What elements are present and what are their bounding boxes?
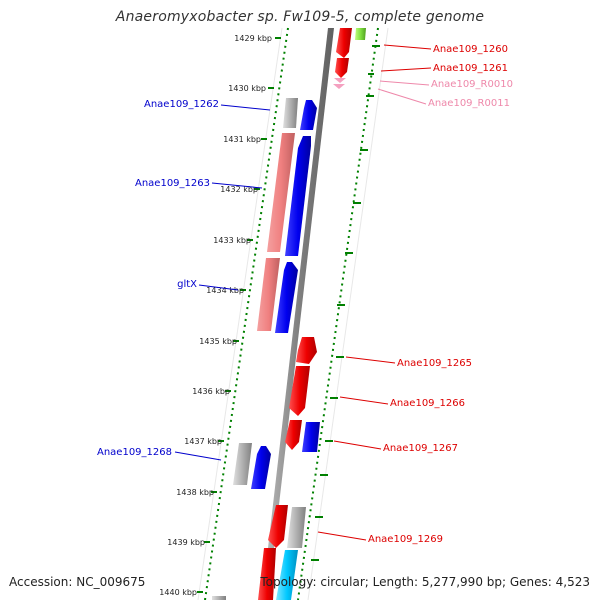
- gene-bottom-red[interactable]: [258, 548, 276, 600]
- tick-label: 1438 kbp: [176, 488, 214, 497]
- leader-lines-right: [317, 44, 432, 541]
- gene-bottom-gray[interactable]: [212, 596, 226, 600]
- ruler-ticks: [197, 37, 281, 593]
- genome-title: Anaeromyxobacter sp. Fw109-5, complete g…: [115, 9, 485, 25]
- tick-label: 1432 kbp: [220, 185, 258, 194]
- label-anae109-r0010[interactable]: Anae109_R0010: [431, 79, 513, 90]
- lane-edge-left: [197, 27, 283, 600]
- tick-label: 1431 kbp: [223, 135, 261, 144]
- gene-anae109-1266[interactable]: [289, 366, 310, 416]
- outer-ticks: [311, 45, 380, 561]
- labels-left: Anae109_1262 Anae109_1263 gltX Anae109_1…: [97, 99, 219, 458]
- gene-anae109-1268[interactable]: [251, 446, 271, 489]
- label-anae109-1262[interactable]: Anae109_1262: [144, 99, 219, 110]
- gene-anae109-1267-partner[interactable]: [302, 422, 320, 452]
- labels-right: Anae109_1260 Anae109_1261 Anae109_R0010 …: [368, 44, 513, 545]
- accession-text: Accession: NC_009675: [9, 575, 146, 589]
- gene-anae109-1267[interactable]: [285, 420, 302, 450]
- tick-label: 1429 kbp: [234, 34, 272, 43]
- gene-anae109-1263[interactable]: [285, 136, 311, 256]
- gene-anae109-1260[interactable]: [336, 28, 352, 58]
- ruler-labels: 1429 kbp 1430 kbp 1431 kbp 1432 kbp 1433…: [159, 34, 272, 597]
- label-anae109-1261[interactable]: Anae109_1261: [433, 63, 508, 74]
- tick-label: 1436 kbp: [192, 387, 230, 396]
- gene-bottom-cyan[interactable]: [276, 550, 298, 600]
- gene-anae109-1263-pseudo[interactable]: [267, 133, 295, 252]
- leader-lines-rna: [377, 80, 430, 105]
- label-anae109-1266[interactable]: Anae109_1266: [390, 398, 465, 409]
- gene-anae109-1269-partner[interactable]: [287, 507, 306, 548]
- label-anae109-1265[interactable]: Anae109_1265: [397, 358, 472, 369]
- label-anae109-1260[interactable]: Anae109_1260: [433, 44, 508, 55]
- gene-anae109-1261[interactable]: [335, 58, 349, 78]
- outer-track-boundary: [297, 27, 379, 600]
- tick-label: 1439 kbp: [167, 538, 205, 547]
- rna-anae109-r0011[interactable]: [333, 84, 345, 89]
- gene-top-green[interactable]: [355, 28, 366, 40]
- tick-label: 1430 kbp: [228, 84, 266, 93]
- genome-summary-text: Topology: circular; Length: 5,277,990 bp…: [260, 575, 590, 589]
- gene-anae109-1262-partner[interactable]: [283, 98, 298, 128]
- inner-track-boundary: [204, 27, 289, 600]
- tick-label: 1435 kbp: [199, 337, 237, 346]
- leader-lines-left: [174, 104, 271, 461]
- label-gltx[interactable]: gltX: [177, 279, 197, 290]
- gene-anae109-1262[interactable]: [300, 100, 317, 130]
- label-anae109-1263[interactable]: Anae109_1263: [135, 178, 210, 189]
- gene-anae109-1269[interactable]: [268, 505, 288, 548]
- label-anae109-1267[interactable]: Anae109_1267: [383, 443, 458, 454]
- tick-label: 1434 kbp: [206, 286, 244, 295]
- label-anae109-1268[interactable]: Anae109_1268: [97, 447, 172, 458]
- genome-backbone: [262, 28, 334, 600]
- tick-label: 1440 kbp: [159, 588, 197, 597]
- gene-gltx[interactable]: [275, 262, 298, 333]
- lane-edge-right: [307, 27, 389, 600]
- label-anae109-1269[interactable]: Anae109_1269: [368, 534, 443, 545]
- rna-anae109-r0010[interactable]: [334, 78, 346, 83]
- tick-label: 1437 kbp: [184, 437, 222, 446]
- gene-gltx-pseudo[interactable]: [257, 258, 280, 331]
- gene-anae109-1265[interactable]: [296, 337, 317, 364]
- tick-label: 1433 kbp: [213, 236, 251, 245]
- label-anae109-r0011[interactable]: Anae109_R0011: [428, 98, 510, 109]
- gene-anae109-1268-partner[interactable]: [233, 443, 252, 485]
